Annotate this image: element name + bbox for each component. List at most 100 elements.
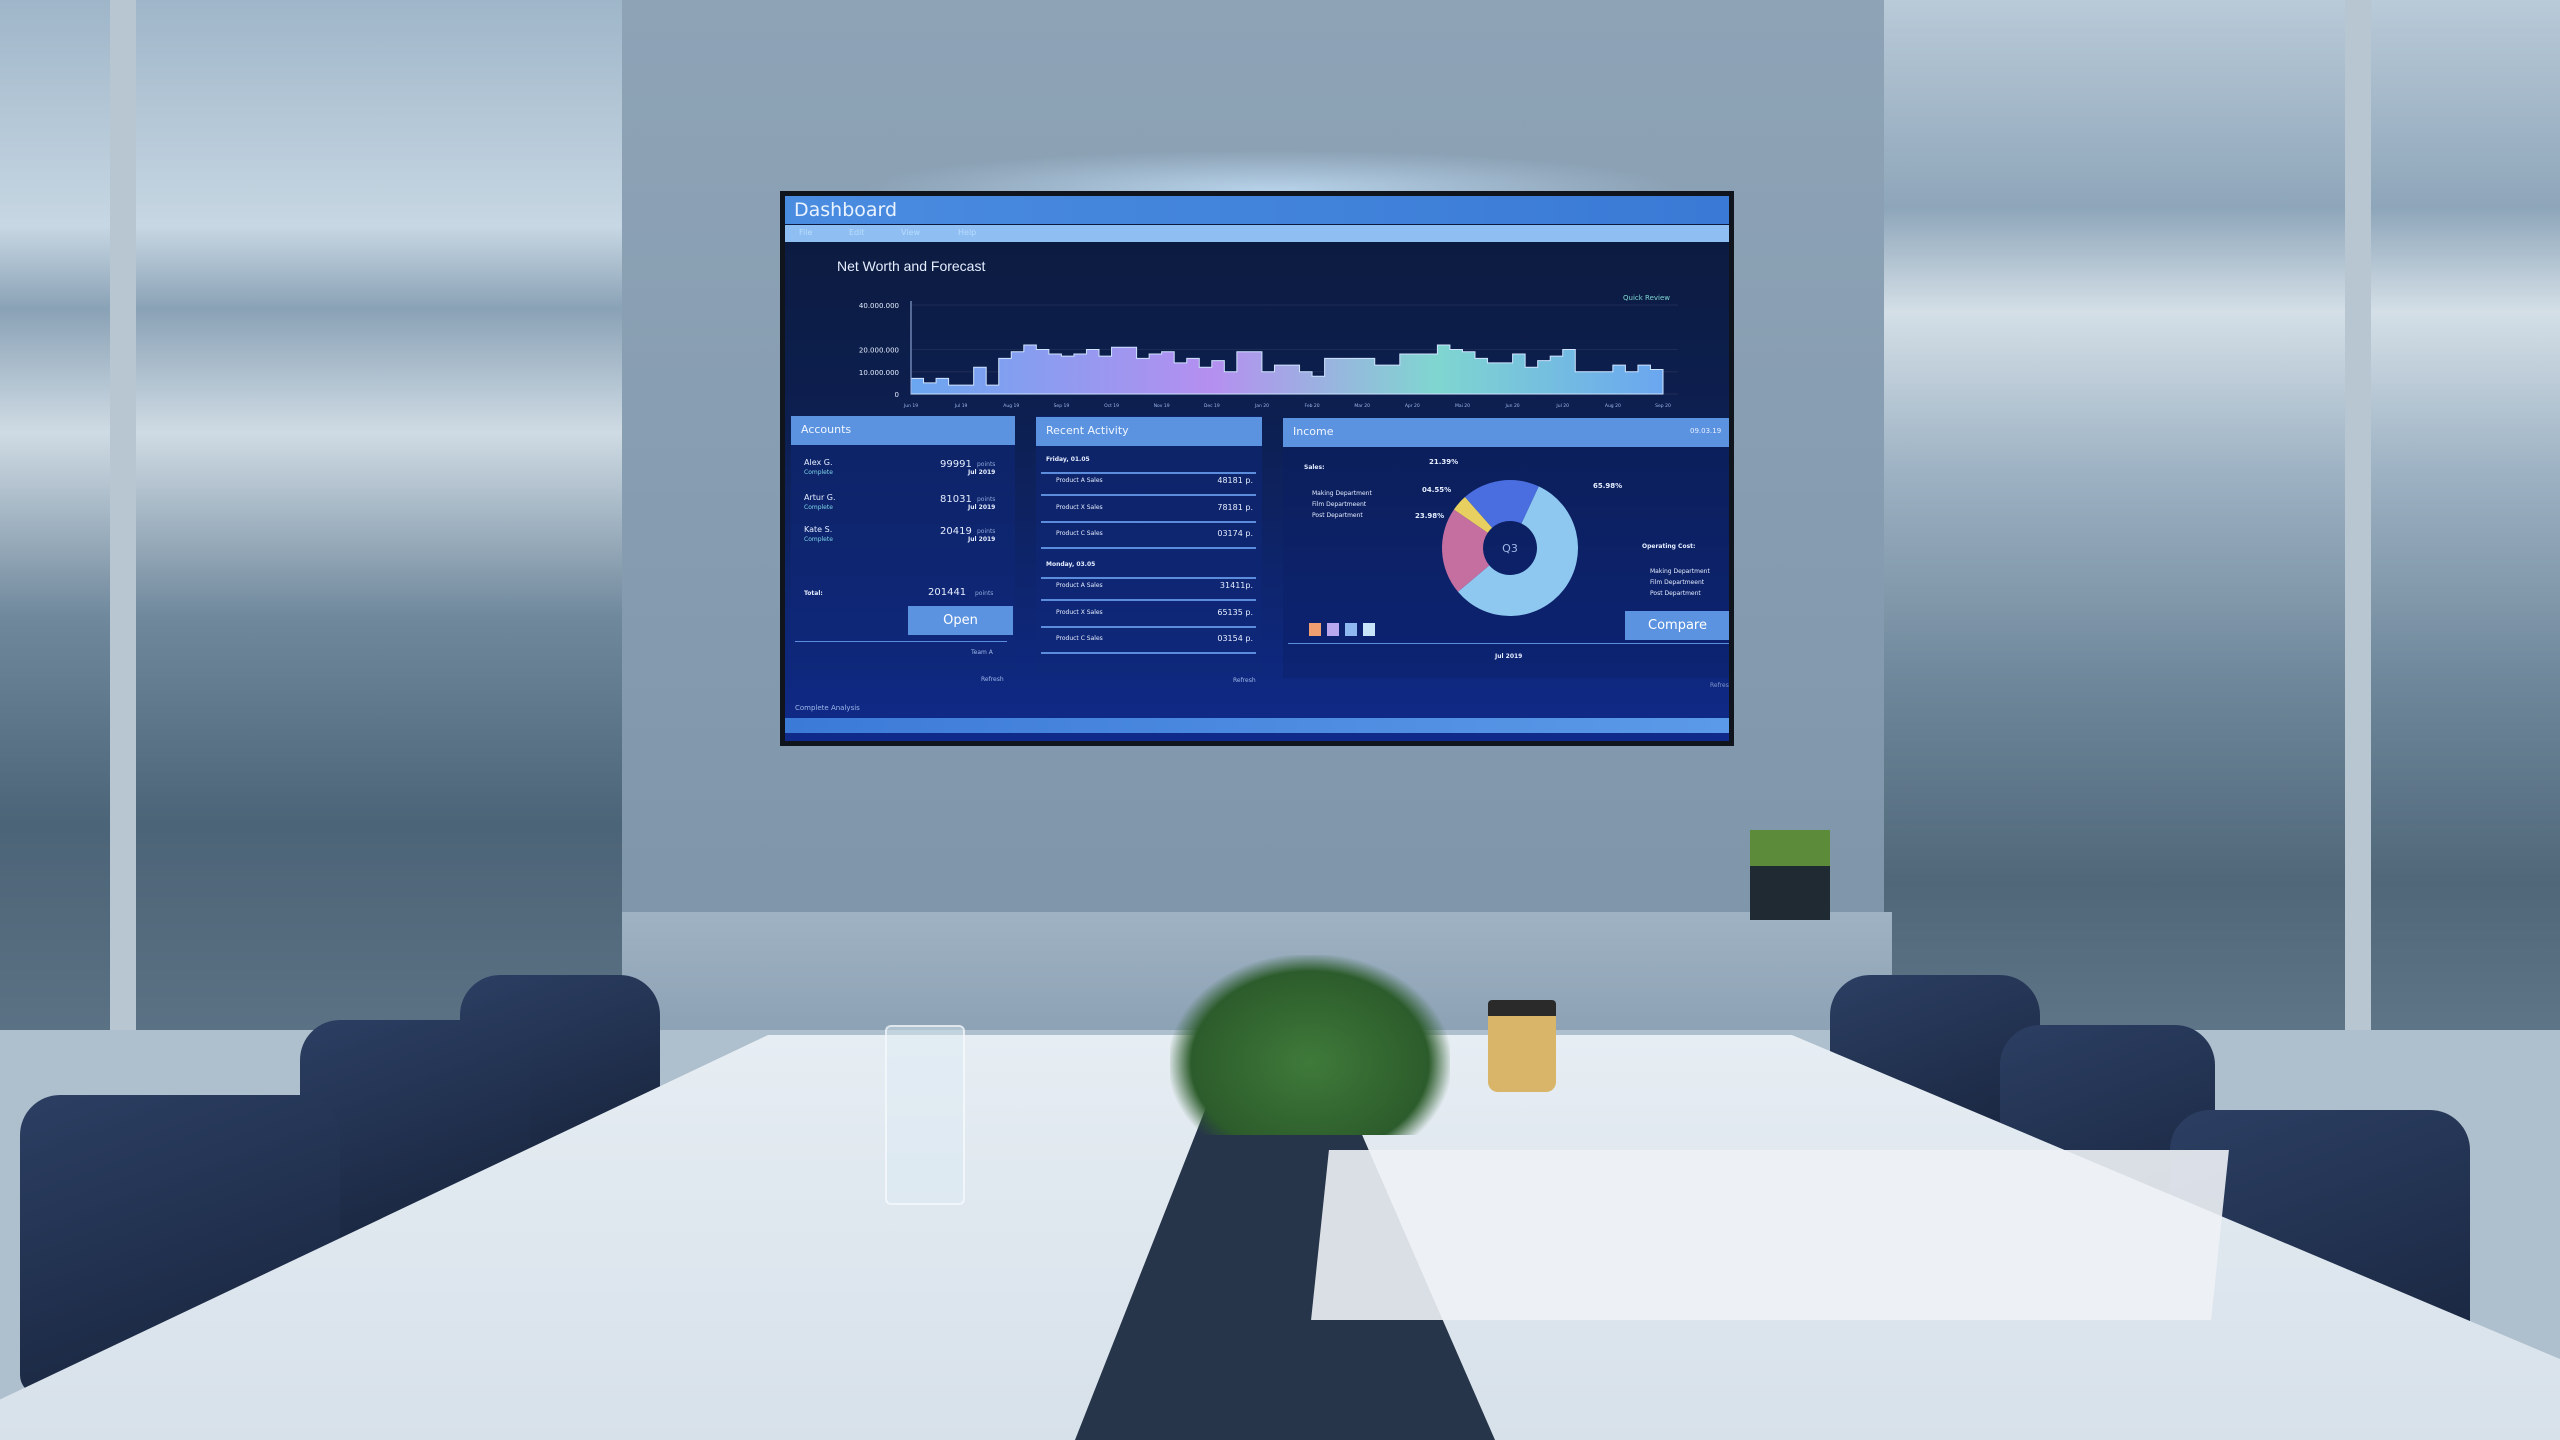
x-tick-label: Nov 19 <box>1154 403 1170 409</box>
x-tick-label: Jul 20 <box>1555 403 1569 409</box>
account-points: 99991 <box>940 459 972 470</box>
menu-view[interactable]: View <box>901 228 920 237</box>
open-button[interactable]: Open <box>908 606 1013 635</box>
sales-departments: Making Department Film Departmeent Post De… <box>1312 488 1372 521</box>
total-label: Total: <box>804 590 823 597</box>
account-date: Jul 2019 <box>968 504 996 511</box>
recent-refresh[interactable]: Refresh <box>1233 677 1256 684</box>
divider <box>1041 625 1256 628</box>
x-tick-label: Jan 20 <box>1254 403 1269 409</box>
activity-label: Product C Sales <box>1056 635 1103 642</box>
activity-value: 03154 p. <box>1217 634 1253 643</box>
activity-value: 65135 p. <box>1217 607 1253 617</box>
dept-making: Making Department <box>1312 490 1372 497</box>
y-tick-label: 20.000.000 <box>859 347 899 355</box>
donut-center-label: Q3 <box>1502 542 1518 555</box>
activity-label: Product A Sales <box>1056 582 1103 589</box>
activity-date: Friday, 01.05 <box>1046 456 1090 463</box>
x-tick-label: Sep 20 <box>1655 403 1671 409</box>
income-period: Jul 2019 <box>1495 653 1523 660</box>
divider <box>1041 520 1256 523</box>
x-tick-label: Aug 20 <box>1605 403 1621 409</box>
total-value: 201441 <box>928 587 967 598</box>
divider <box>1041 652 1256 654</box>
income-header: Income <box>1283 418 1729 447</box>
menu-help[interactable]: Help <box>958 228 977 237</box>
net-worth-area <box>910 344 1664 395</box>
donut-slice <box>1453 497 1493 533</box>
recent-activity-panel <box>1036 416 1262 672</box>
divider <box>1041 494 1256 496</box>
x-tick-label: Mai 20 <box>1455 403 1470 409</box>
potted-plant <box>1750 830 1830 920</box>
x-tick-label: Mar 20 <box>1354 403 1370 409</box>
account-name: Kate S. <box>804 525 833 534</box>
slice-label: 65.98% <box>1593 482 1622 490</box>
account-status: Complete <box>804 536 833 543</box>
account-unit: points <box>977 496 996 503</box>
chart-title: Net Worth and Forecast <box>837 258 986 274</box>
menu-bar: File Edit View Help <box>785 225 1729 242</box>
tv-screen: Dashboard File Edit View Help Net Worth … <box>780 191 1734 746</box>
activity-label: Product C Sales <box>1056 530 1103 537</box>
coffee-cup <box>1488 1000 1556 1092</box>
accounts-header: Accounts <box>791 416 1015 445</box>
operating-cost-label: Operating Cost: <box>1642 543 1696 550</box>
printed-charts <box>1311 1150 2229 1320</box>
sales-label: Sales: <box>1304 464 1325 471</box>
account-name: Artur G. <box>804 493 836 502</box>
x-tick-label: Jun 20 <box>1504 403 1519 409</box>
donut-slice <box>1442 509 1490 592</box>
income-date: 09.03.19 <box>1690 427 1722 435</box>
team-label: Team A <box>971 649 993 656</box>
income-refresh[interactable]: Refresh <box>1710 682 1733 689</box>
glass-frame <box>2345 0 2371 1100</box>
dept-film: Film Departmeent <box>1650 579 1705 586</box>
menu-edit[interactable]: Edit <box>849 228 865 237</box>
quick-review-link[interactable]: Quick Review <box>1623 294 1670 302</box>
activity-value: 31411p. <box>1219 581 1253 590</box>
legend-swatch <box>1345 623 1357 636</box>
y-tick-label: 0 <box>895 391 899 399</box>
account-status: Complete <box>804 469 833 476</box>
status-bar <box>785 718 1729 733</box>
net-worth-chart: 40.000.000 20.000.000 10.000.000 0 Jun 19 Jul… <box>859 301 1678 409</box>
total-unit: points <box>975 590 994 597</box>
divider <box>1288 643 1729 644</box>
accounts-refresh[interactable]: Refresh <box>981 676 1004 683</box>
dashboard-title: Dashboard <box>785 196 1729 224</box>
activity-date: Monday, 03.05 <box>1046 561 1096 568</box>
y-tick-label: 10.000.000 <box>859 369 899 377</box>
account-unit: points <box>977 528 996 535</box>
account-date: Jul 2019 <box>968 469 996 476</box>
x-tick-label: Oct 19 <box>1104 403 1119 409</box>
legend-swatch <box>1327 623 1339 636</box>
table-plant <box>1170 955 1450 1135</box>
account-points: 20419 <box>940 526 972 537</box>
x-tick-label: Jun 19 <box>903 403 918 409</box>
divider <box>1041 577 1256 579</box>
slice-label: 21.39% <box>1429 458 1458 466</box>
divider <box>1041 547 1256 549</box>
menu-file[interactable]: File <box>799 228 813 237</box>
x-tick-label: Sep 19 <box>1054 403 1070 409</box>
donut-slice <box>1464 480 1539 528</box>
activity-value: 03174 p. <box>1217 529 1253 538</box>
activity-label: Product A Sales <box>1056 477 1103 484</box>
dept-making: Making Department <box>1650 568 1710 575</box>
account-status: Complete <box>804 504 833 511</box>
divider <box>795 641 1007 642</box>
x-tick-label: Dec 19 <box>1204 403 1220 409</box>
complete-analysis-link[interactable]: Complete Analysis <box>795 704 860 712</box>
compare-button[interactable]: Compare <box>1625 611 1729 640</box>
account-points: 81031 <box>940 494 972 505</box>
dept-film: Film Departmeent <box>1312 501 1367 508</box>
divider <box>1041 599 1256 601</box>
x-tick-label: Aug 19 <box>1003 403 1019 409</box>
y-tick-label: 40.000.000 <box>859 302 899 310</box>
x-tick-label: Apr 20 <box>1405 403 1420 409</box>
right-glass-office <box>1880 0 2560 1040</box>
slice-label: 04.55% <box>1422 486 1451 494</box>
left-glass-office <box>0 0 625 1030</box>
operating-departments: Making Department Film Departmeent Post De… <box>1650 566 1710 599</box>
